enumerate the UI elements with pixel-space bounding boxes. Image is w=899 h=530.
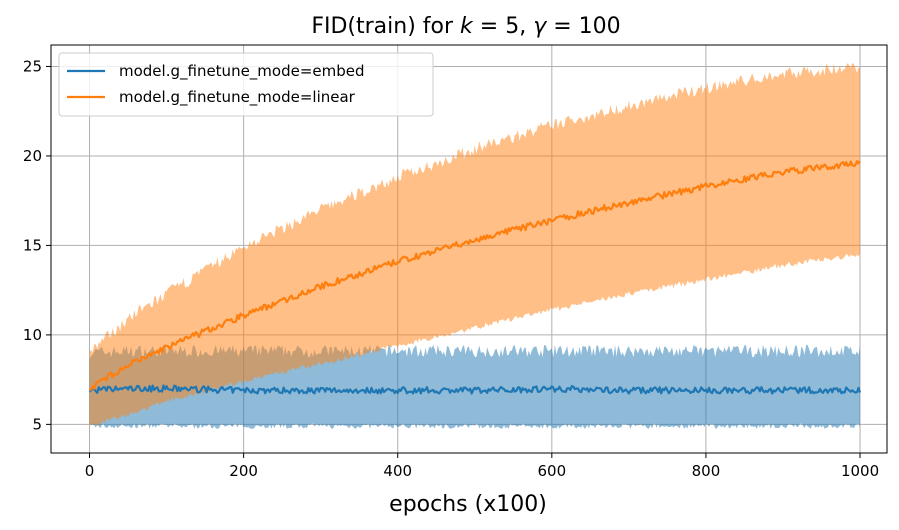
title-prefix: FID(train) for xyxy=(311,14,460,39)
series-lines xyxy=(88,160,862,395)
y-tick-label: 20 xyxy=(23,147,42,165)
legend-entry: model.g_finetune_mode=embed xyxy=(119,62,365,81)
y-tick-label: 15 xyxy=(23,236,42,254)
legend-box xyxy=(58,52,434,117)
legend-entry: model.g_finetune_mode=linear xyxy=(119,88,356,107)
x-tick-label: 600 xyxy=(538,462,567,480)
band-linear xyxy=(89,62,860,427)
legend: model.g_finetune_mode=embed model.g_finet… xyxy=(58,52,434,117)
x-tick-label: 400 xyxy=(383,462,412,480)
x-axis: 0 200 400 600 800 1000 xyxy=(85,453,879,480)
x-tick-label: 0 xyxy=(85,462,95,480)
title-gamma-symbol: γ xyxy=(533,14,547,39)
title-k-value: = 5, xyxy=(473,14,533,39)
plot-frame xyxy=(50,44,888,454)
x-tick-label: 1000 xyxy=(841,462,879,480)
x-axis-label: epochs (x100) xyxy=(389,492,547,517)
chart-title: FID(train) for k = 5, γ = 100 xyxy=(311,14,620,39)
y-tick-label: 10 xyxy=(23,326,42,344)
title-gamma-value: = 100 xyxy=(546,14,620,39)
y-axis: 5 10 15 20 25 xyxy=(23,57,51,433)
x-tick-label: 800 xyxy=(692,462,721,480)
title-k-symbol: k xyxy=(460,14,474,39)
series-line-linear xyxy=(89,160,861,392)
series-line-embed xyxy=(88,384,862,395)
y-tick-label: 5 xyxy=(32,415,42,433)
x-tick-label: 200 xyxy=(229,462,258,480)
y-tick-label: 25 xyxy=(23,57,42,75)
